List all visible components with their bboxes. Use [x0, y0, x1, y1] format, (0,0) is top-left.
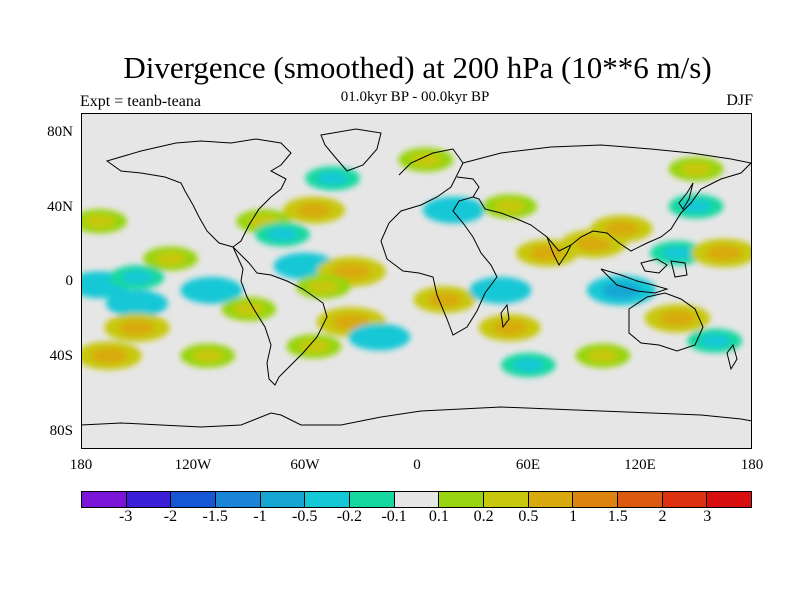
divergence-core: [118, 319, 155, 336]
map-plot: [81, 113, 752, 449]
divergence-core: [659, 310, 696, 327]
map-panel: [81, 113, 752, 449]
coastline-asia: [462, 144, 752, 252]
colorbar-label: 1.5: [607, 508, 628, 525]
colorbar-label: -0.5: [291, 508, 318, 525]
lat-tick-80s: 80S: [49, 423, 73, 439]
colorbar-label: -0.1: [381, 508, 407, 525]
divergence-core: [194, 282, 229, 298]
divergence-core: [298, 339, 330, 353]
coastline-greenland: [320, 128, 382, 172]
divergence-core: [233, 302, 264, 316]
colorbar-label: 0.1: [428, 508, 449, 525]
divergence-core: [90, 347, 127, 364]
coastlines: [81, 128, 752, 428]
divergence-core: [332, 263, 371, 280]
colorbar-box: [707, 492, 752, 507]
divergence-core: [706, 245, 743, 261]
lat-tick-0: 0: [65, 273, 74, 289]
lon-tick-180w: 180: [69, 457, 93, 473]
colorbar-box: [216, 492, 261, 507]
divergence-core: [513, 358, 544, 372]
divergence-core: [529, 245, 565, 261]
colorbar-label: -0.2: [336, 508, 363, 525]
chart-title: Divergence (smoothed) at 200 hPa (10**6 …: [123, 50, 712, 85]
colorbar-box: [171, 492, 217, 507]
colorbar-box: [528, 492, 574, 507]
experiment-label: Expt = teanb-teana: [80, 93, 201, 110]
divergence-core: [604, 221, 639, 237]
lat-tick-40s: 40S: [49, 348, 73, 364]
colorbar-label: -1.5: [202, 508, 228, 525]
colorbar-label: 0.2: [473, 508, 494, 525]
coastline-antarctica: [81, 406, 752, 428]
season-label: DJF: [726, 92, 753, 109]
colorbar-box: [260, 492, 306, 507]
divergence-core: [362, 329, 397, 345]
colorbar-box: [662, 492, 708, 507]
divergence-core: [317, 171, 348, 185]
colorbar-box: [439, 492, 485, 507]
lat-tick-40n: 40N: [47, 199, 73, 215]
lon-tick-180e: 180: [740, 457, 764, 473]
divergence-core: [681, 199, 712, 213]
divergence-core: [267, 227, 298, 241]
coastline-japan: [678, 182, 694, 210]
divergence-core: [296, 202, 332, 218]
divergence-core: [602, 282, 641, 299]
coastline-north-america: [105, 138, 292, 248]
coastline-australia: [628, 292, 704, 352]
colorbar-box: [126, 492, 172, 507]
colorbar-box: [484, 492, 529, 507]
divergence-core: [492, 320, 527, 336]
divergence-core: [699, 334, 730, 348]
divergence-core: [494, 199, 525, 213]
coastline-europe-africa: [380, 148, 498, 336]
lon-tick-60w: 60W: [290, 457, 320, 473]
coastline-india: [546, 236, 572, 266]
divergence-core: [308, 279, 339, 294]
colorbar-label: 1: [569, 508, 578, 525]
divergence-core: [287, 258, 322, 274]
divergence-core: [192, 349, 223, 363]
colorbar-box: [618, 492, 663, 507]
colorbar-box: [394, 492, 440, 507]
lon-tick-60e: 60E: [515, 457, 541, 473]
lon-tick-0: 0: [413, 457, 421, 473]
divergence-core: [483, 282, 518, 298]
lon-tick-120e: 120E: [624, 457, 656, 473]
colorbar-box: [82, 492, 127, 507]
coastline-new-zealand: [726, 343, 738, 371]
divergence-core: [662, 246, 693, 260]
divergence-core: [119, 295, 154, 311]
colorbar-label: 3: [703, 508, 712, 525]
colorbar-box: [573, 492, 619, 507]
divergence-core: [681, 162, 712, 176]
colorbar-label: -1: [253, 508, 267, 525]
lat-tick-80n: 80N: [47, 124, 73, 140]
coastline-madagascar: [500, 303, 510, 329]
coastline-south-america: [232, 246, 328, 386]
divergence-core: [587, 349, 618, 363]
divergence-core: [410, 153, 441, 167]
divergence-core: [82, 277, 117, 293]
colorbar-label: 0.5: [518, 508, 539, 525]
divergence-core: [575, 235, 612, 252]
map-frame: [81, 113, 752, 449]
chart-subtitle: 01.0kyr BP - 00.0kyr BP: [340, 89, 490, 105]
colorbar-label: -3: [119, 508, 133, 525]
divergence-field: [81, 147, 752, 378]
divergence-core: [155, 251, 186, 266]
colorbar-box: [305, 492, 351, 507]
colorbar-label: 2: [658, 508, 667, 525]
divergence-core: [84, 214, 115, 228]
lon-tick-120w: 120W: [174, 457, 212, 473]
divergence-core: [121, 270, 152, 284]
colorbar-label: -2: [163, 508, 178, 525]
coastline-maritime-continent: [600, 258, 688, 294]
divergence-core: [427, 292, 462, 308]
colorbar-box: [350, 492, 395, 507]
colorbar: [81, 491, 752, 508]
